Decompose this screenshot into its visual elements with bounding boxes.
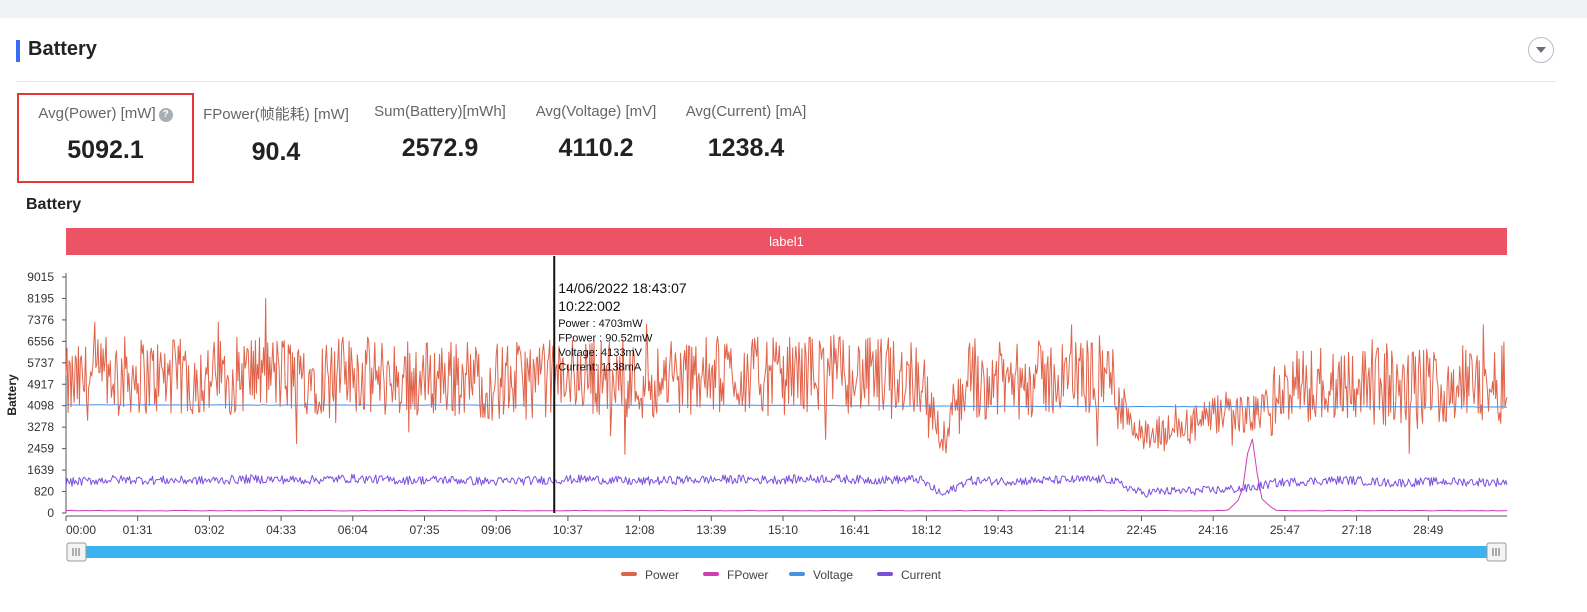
annotation-band-label: label1	[769, 234, 804, 249]
annotation-band	[66, 228, 1507, 255]
x-tick-label: 25:47	[1270, 523, 1300, 537]
series-line-voltage	[65, 404, 1508, 408]
x-tick-label: 01:31	[123, 523, 153, 537]
collapse-button[interactable]	[1528, 37, 1554, 63]
y-tick-label: 1639	[27, 463, 54, 477]
y-tick-label: 0	[47, 506, 54, 520]
top-strip	[0, 0, 1587, 18]
question-icon[interactable]: ?	[158, 108, 173, 122]
metric-label: Sum(Battery)[mWh]	[374, 103, 506, 120]
y-tick-label: 4098	[27, 399, 54, 413]
x-tick-label: 00:00	[66, 523, 96, 537]
x-tick-label: 21:14	[1055, 523, 1085, 537]
legend-item-power[interactable]: Power	[621, 568, 679, 582]
metric-avg-current: Avg(Current) [mA] 1238.4	[666, 93, 826, 183]
x-tick-label: 03:02	[194, 523, 224, 537]
y-tick-label: 4917	[27, 377, 54, 391]
metric-fpower: FPower(帧能耗) [mW] 90.4	[196, 93, 356, 183]
legend-item-fpower[interactable]: FPower	[703, 568, 768, 582]
series-line-current	[65, 473, 1508, 498]
y-tick-label: 8195	[27, 291, 54, 305]
metric-value: 1238.4	[707, 134, 785, 162]
metric-label: Avg(Current) [mA]	[685, 103, 807, 120]
y-tick-label: 7376	[27, 313, 54, 327]
section-title: Battery	[28, 38, 97, 60]
tooltip-value: Power : 4703mW	[558, 318, 643, 330]
series-line-fpower	[65, 438, 1508, 512]
tooltip-value: Voltage: 4133mV	[558, 347, 642, 359]
legend-label: Current	[901, 568, 942, 582]
legend-label: Voltage	[813, 568, 854, 582]
x-tick-label: 10:37	[553, 523, 583, 537]
x-tick-label: 19:43	[983, 523, 1013, 537]
y-tick-label: 6556	[27, 334, 54, 348]
legend-swatch	[703, 572, 719, 576]
metric-value: 2572.9	[401, 134, 479, 162]
legend-label: Power	[645, 568, 680, 582]
x-tick-label: 24:16	[1198, 523, 1228, 537]
metric-avg-power: Avg(Power) [mW]? 5092.1	[17, 93, 194, 183]
legend-label: FPower	[727, 568, 769, 582]
legend-item-current[interactable]: Current	[877, 568, 941, 582]
legend-swatch	[877, 572, 893, 576]
y-tick-label: 5737	[27, 356, 54, 370]
x-tick-label: 27:18	[1342, 523, 1372, 537]
chart-legend: Power FPower Voltage Current	[0, 568, 1587, 586]
legend-swatch	[621, 572, 637, 576]
x-tick-label: 18:12	[911, 523, 941, 537]
metric-value: 90.4	[251, 138, 301, 166]
y-axis-label: Battery	[5, 374, 19, 416]
y-tick-label: 9015	[27, 270, 54, 284]
x-tick-label: 28:49	[1413, 523, 1443, 537]
metric-label: Avg(Voltage) [mV]	[535, 103, 657, 120]
metric-value: 5092.1	[67, 136, 144, 164]
tooltip-date: 14/06/2022 18:43:07	[558, 280, 687, 296]
series-line-power	[65, 298, 1508, 455]
tooltip-value: Current: 1138mA	[558, 362, 642, 374]
metric-avg-voltage: Avg(Voltage) [mV] 4110.2	[516, 93, 676, 183]
x-tick-label: 06:04	[338, 523, 368, 537]
metric-label: FPower(帧能耗) [mW]	[203, 106, 349, 123]
metric-value: 4110.2	[558, 134, 634, 162]
metric-label: Avg(Power) [mW]	[38, 105, 156, 122]
x-tick-label: 13:39	[696, 523, 726, 537]
y-tick-label: 820	[34, 485, 54, 499]
tooltip-time: 10:22:002	[558, 298, 620, 314]
chart-title: Battery	[26, 196, 82, 213]
header-divider	[16, 81, 1556, 82]
x-tick-label: 22:45	[1126, 523, 1156, 537]
x-tick-label: 15:10	[768, 523, 798, 537]
metric-sum-battery: Sum(Battery)[mWh] 2572.9	[360, 93, 520, 183]
range-slider-track[interactable]	[70, 546, 1496, 558]
tooltip-value: FPower : 90.52mW	[558, 333, 653, 345]
x-tick-label: 04:33	[266, 523, 296, 537]
x-tick-label: 16:41	[840, 523, 870, 537]
x-tick-label: 07:35	[409, 523, 439, 537]
legend-swatch	[789, 572, 805, 576]
chevron-down-icon	[1536, 47, 1546, 53]
x-tick-label: 12:08	[625, 523, 655, 537]
y-tick-label: 2459	[27, 442, 54, 456]
x-tick-label: 09:06	[481, 523, 511, 537]
legend-item-voltage[interactable]: Voltage	[789, 568, 853, 582]
battery-panel	[0, 18, 1587, 612]
title-accent-bar	[16, 40, 20, 62]
y-tick-label: 3278	[27, 420, 54, 434]
